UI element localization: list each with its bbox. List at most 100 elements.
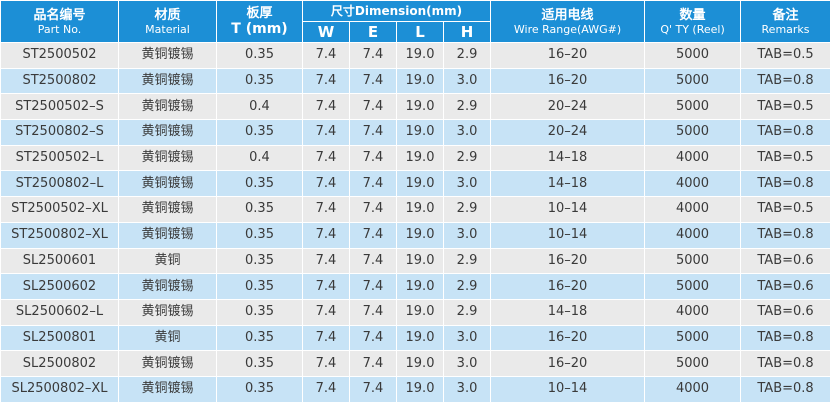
cell-dim-h: 3.0 [442, 67, 492, 95]
cell-quantity: 5000 [644, 119, 742, 146]
cell-dim-h: 2.9 [442, 196, 492, 223]
cell-part-no: SL2500602 [0, 273, 119, 300]
header-thickness-zh: 板厚 [246, 6, 273, 21]
cell-material: 黄铜镀锡 [118, 221, 217, 249]
cell-dim-e: 7.4 [349, 375, 397, 403]
cell-part-no: ST2500502 [0, 42, 119, 69]
cell-dim-w: 7.4 [302, 196, 350, 223]
cell-quantity: 5000 [644, 273, 742, 300]
cell-thickness: 0.35 [216, 196, 303, 223]
table-row: SL2500602–L 黄铜镀锡 0.35 7.4 7.4 19.0 2.9 14–18 400… [0, 298, 830, 326]
cell-dim-l: 19.0 [396, 375, 444, 403]
cell-dim-e: 7.4 [349, 350, 397, 377]
header-material-en: Material [145, 22, 190, 36]
cell-dim-e: 7.4 [349, 221, 397, 249]
cell-dim-e: 7.4 [349, 67, 397, 95]
table-row: SL2500801 黄铜 0.35 7.4 7.4 19.0 3.0 16–20 5000 TAB… [0, 324, 830, 352]
cell-thickness: 0.4 [216, 93, 303, 121]
table-row: SL2500802–XL 黄铜镀锡 0.35 7.4 7.4 19.0 3.0 10–14 40… [0, 375, 830, 403]
header-dim-h: H [442, 21, 492, 43]
cell-dim-w: 7.4 [302, 298, 350, 326]
cell-thickness: 0.35 [216, 67, 303, 95]
table-row: SL2500601 黄铜 0.35 7.4 7.4 19.0 2.9 16–20 5000 TAB… [0, 247, 830, 275]
cell-thickness: 0.35 [216, 119, 303, 146]
cell-dim-e: 7.4 [349, 298, 397, 326]
header-dim-l: L [396, 21, 444, 43]
cell-wire-range: 20–24 [490, 119, 646, 146]
cell-thickness: 0.35 [216, 170, 303, 198]
cell-remarks: TAB=0.8 [740, 350, 830, 377]
header-thickness-en: T (mm) [231, 21, 288, 37]
cell-remarks: TAB=0.8 [740, 221, 830, 249]
cell-material: 黄铜镀锡 [118, 350, 217, 377]
cell-remarks: TAB=0.5 [740, 144, 830, 172]
cell-material: 黄铜镀锡 [118, 144, 217, 172]
cell-dim-h: 3.0 [442, 375, 492, 403]
cell-part-no: ST2500802 [0, 67, 119, 95]
cell-dim-w: 7.4 [302, 119, 350, 146]
cell-part-no: SL2500802–XL [0, 375, 119, 403]
cell-quantity: 4000 [644, 144, 742, 172]
header-dimension: 尺寸Dimension(mm) [301, 0, 492, 22]
table-row: ST2500502–S 黄铜镀锡 0.4 7.4 7.4 19.0 2.9 20–24 5000… [0, 93, 830, 121]
header-remarks-en: Remarks [761, 22, 810, 36]
cell-material: 黄铜镀锡 [118, 67, 217, 95]
cell-part-no: ST2500802–L [0, 170, 119, 198]
cell-thickness: 0.35 [216, 298, 303, 326]
cell-wire-range: 14–18 [490, 298, 646, 326]
cell-material: 黄铜镀锡 [118, 375, 217, 403]
cell-quantity: 4000 [644, 170, 742, 198]
cell-dim-e: 7.4 [349, 196, 397, 223]
table-row: SL2500602 黄铜镀锡 0.35 7.4 7.4 19.0 2.9 16–20 5000 T… [0, 273, 830, 300]
cell-dim-h: 3.0 [442, 221, 492, 249]
cell-quantity: 4000 [644, 298, 742, 326]
cell-remarks: TAB=0.6 [740, 298, 830, 326]
cell-wire-range: 10–14 [490, 196, 646, 223]
header-qty-en: Q' TY (Reel) [660, 22, 725, 36]
cell-remarks: TAB=0.8 [740, 324, 830, 352]
cell-remarks: TAB=0.8 [740, 119, 830, 146]
cell-wire-range: 14–18 [490, 170, 646, 198]
cell-material: 黄铜镀锡 [118, 273, 217, 300]
cell-part-no: SL2500601 [0, 247, 119, 275]
cell-dim-w: 7.4 [302, 67, 350, 95]
header-qty-zh: 数量 [679, 7, 706, 23]
cell-thickness: 0.35 [216, 42, 303, 69]
cell-dim-w: 7.4 [302, 273, 350, 300]
cell-wire-range: 16–20 [490, 67, 646, 95]
header-wire-en: Wire Range(AWG#) [513, 22, 622, 36]
cell-thickness: 0.4 [216, 144, 303, 172]
cell-thickness: 0.35 [216, 324, 303, 352]
cell-material: 黄铜镀锡 [118, 298, 217, 326]
header-wire-range: 适用电线 Wire Range(AWG#) [490, 0, 646, 43]
cell-dim-h: 2.9 [442, 273, 492, 300]
table-row: ST2500802–L 黄铜镀锡 0.35 7.4 7.4 19.0 3.0 14–18 400… [0, 170, 830, 198]
cell-dim-h: 2.9 [442, 298, 492, 326]
cell-dim-w: 7.4 [302, 375, 350, 403]
cell-quantity: 5000 [644, 324, 742, 352]
table-header: 品名编号 Part No. 材质 Material 板厚 T (mm) 尺寸Di… [0, 0, 830, 43]
cell-remarks: TAB=0.8 [740, 67, 830, 95]
cell-remarks: TAB=0.5 [740, 93, 830, 121]
header-material-zh: 材质 [154, 7, 181, 23]
cell-part-no: SL2500602–L [0, 298, 119, 326]
cell-material: 黄铜镀锡 [118, 42, 217, 69]
table-row: SL2500802 黄铜镀锡 0.35 7.4 7.4 19.0 3.0 16–20 5000 T… [0, 350, 830, 377]
cell-dim-l: 19.0 [396, 144, 444, 172]
cell-dim-h: 2.9 [442, 247, 492, 275]
cell-dim-l: 19.0 [396, 350, 444, 377]
cell-dim-e: 7.4 [349, 119, 397, 146]
cell-wire-range: 10–14 [490, 221, 646, 249]
cell-dim-e: 7.4 [349, 42, 397, 69]
cell-part-no: ST2500502–L [0, 144, 119, 172]
cell-wire-range: 10–14 [490, 375, 646, 403]
cell-wire-range: 14–18 [490, 144, 646, 172]
cell-dim-h: 3.0 [442, 350, 492, 377]
cell-part-no: ST2500802–XL [0, 221, 119, 249]
cell-wire-range: 16–20 [490, 350, 646, 377]
header-part-zh: 品名编号 [33, 7, 86, 23]
cell-quantity: 5000 [644, 247, 742, 275]
cell-part-no: ST2500502–S [0, 93, 119, 121]
cell-dim-w: 7.4 [302, 93, 350, 121]
cell-dim-h: 3.0 [442, 170, 492, 198]
